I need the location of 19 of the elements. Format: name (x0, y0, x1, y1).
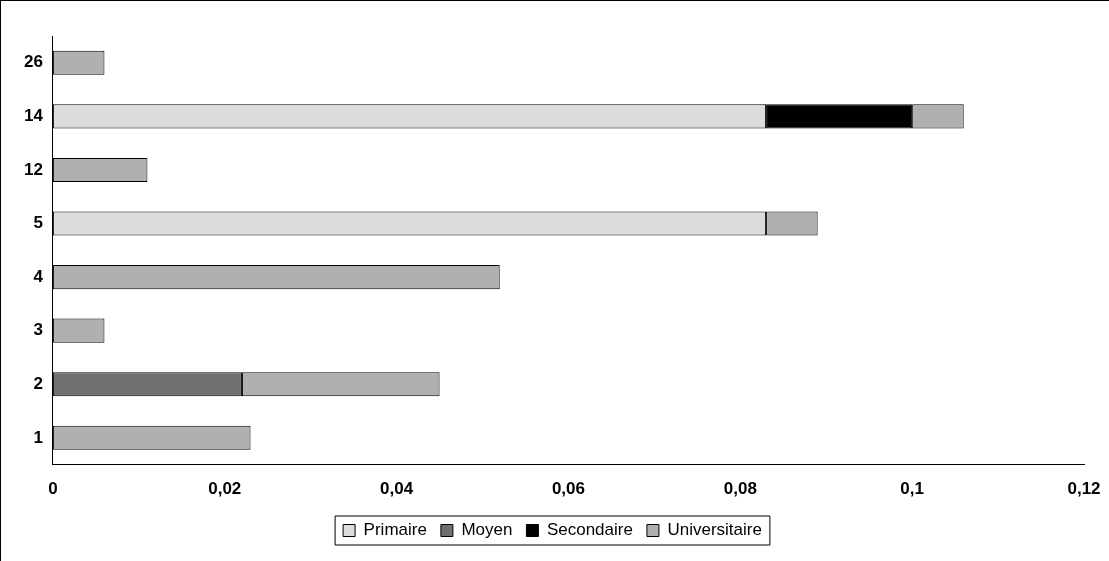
x-tick-label: 0,12 (1067, 479, 1101, 499)
x-tick-label: 0,02 (208, 479, 242, 499)
y-tick-label: 3 (33, 320, 43, 340)
y-tick-label: 14 (23, 106, 44, 126)
x-tick-label: 0,06 (551, 479, 585, 499)
legend-label: Primaire (363, 520, 427, 540)
x-tick-label: 0 (48, 479, 58, 499)
y-tick-label: 5 (33, 213, 43, 233)
y-tick-label: 26 (23, 52, 43, 72)
legend-label: Moyen (461, 520, 513, 540)
y-tick-label: 4 (33, 266, 44, 286)
x-tick-label: 0,1 (900, 479, 924, 499)
legend-label: Universitaire (667, 520, 762, 540)
y-tick-label: 2 (33, 373, 43, 393)
x-tick-label: 0,08 (723, 479, 757, 499)
legend-label: Secondaire (546, 520, 633, 540)
y-tick-label: 12 (23, 159, 43, 179)
y-tick-label: 1 (33, 427, 43, 447)
x-tick-label: 0,04 (380, 479, 414, 499)
